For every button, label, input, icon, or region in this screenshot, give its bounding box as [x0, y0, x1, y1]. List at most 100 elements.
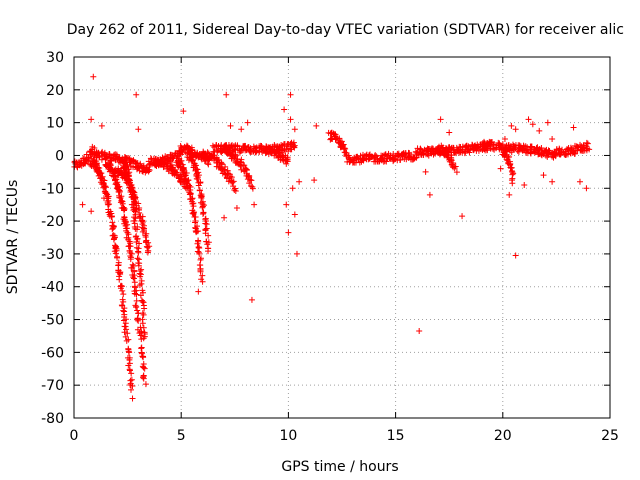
data-point	[139, 289, 146, 296]
data-point	[113, 253, 120, 260]
axis-ticks: 0 5 10 15 20 25 -80 -70 -60 -50 -40 -30 -20 -10 0 10 20 3…	[41, 50, 619, 444]
data-point	[139, 224, 146, 231]
grid-lines	[74, 57, 610, 418]
data-point	[155, 162, 162, 169]
data-point	[205, 248, 212, 255]
data-point	[199, 272, 206, 279]
data-point	[291, 126, 298, 133]
data-point	[125, 170, 132, 177]
data-point	[128, 181, 135, 188]
data-point	[572, 150, 579, 157]
data-point	[131, 208, 138, 215]
data-point	[112, 243, 119, 250]
data-point	[110, 225, 117, 232]
data-point	[287, 116, 294, 123]
data-point	[135, 262, 142, 269]
data-point	[237, 158, 244, 165]
data-point	[195, 182, 202, 189]
data-point	[126, 366, 133, 373]
data-point	[402, 150, 409, 157]
data-point	[584, 145, 591, 152]
data-point	[138, 280, 145, 287]
data-point	[278, 141, 285, 148]
data-point	[133, 297, 140, 304]
data-point	[119, 198, 126, 205]
data-point	[540, 172, 547, 179]
y-tick-label: -60	[41, 345, 64, 361]
data-point	[510, 170, 517, 177]
data-point	[195, 288, 202, 295]
data-point	[115, 261, 122, 268]
data-point	[373, 153, 380, 160]
data-point	[136, 282, 143, 289]
data-point	[99, 173, 106, 180]
data-point	[143, 230, 150, 237]
data-point	[234, 142, 241, 149]
data-point	[111, 235, 118, 242]
data-point	[283, 201, 290, 208]
data-point	[193, 229, 200, 236]
data-point	[204, 149, 211, 156]
data-point	[583, 185, 590, 192]
data-point	[145, 168, 152, 175]
data-point	[101, 195, 108, 202]
data-point	[107, 161, 114, 168]
data-point	[138, 297, 145, 304]
data-point	[439, 145, 446, 152]
data-point	[503, 148, 510, 155]
data-point	[223, 91, 230, 98]
data-point	[137, 273, 144, 280]
data-point	[126, 176, 133, 183]
data-point	[230, 178, 237, 185]
data-point	[422, 168, 429, 175]
data-point	[140, 353, 147, 360]
data-point	[141, 305, 148, 312]
data-point	[515, 148, 522, 155]
data-point	[132, 284, 139, 291]
data-point	[121, 329, 128, 336]
data-point	[122, 323, 129, 330]
data-point	[249, 185, 256, 192]
data-point	[426, 191, 433, 198]
chart-title: Day 262 of 2011, Sidereal Day-to-day VTE…	[67, 22, 624, 38]
y-tick-label: -20	[41, 214, 64, 230]
data-point	[138, 266, 145, 273]
data-point	[570, 124, 577, 131]
data-point	[105, 201, 112, 208]
data-point	[446, 129, 453, 136]
data-point	[128, 370, 135, 377]
data-point	[103, 189, 110, 196]
data-point	[194, 176, 201, 183]
data-point	[146, 243, 153, 250]
data-point	[194, 240, 201, 247]
data-point	[140, 335, 147, 342]
data-point	[102, 184, 109, 191]
data-point	[183, 170, 190, 177]
data-point	[138, 345, 145, 352]
data-point	[549, 136, 556, 143]
data-point	[287, 91, 294, 98]
data-point	[169, 164, 176, 171]
data-point	[203, 225, 210, 232]
data-point	[512, 252, 519, 259]
data-point	[508, 165, 515, 172]
data-point	[231, 145, 238, 152]
data-point	[117, 285, 124, 292]
data-point	[222, 163, 229, 170]
data-point	[293, 250, 300, 257]
data-point	[544, 119, 551, 126]
x-tick-label: 25	[601, 428, 619, 444]
data-point	[127, 243, 134, 250]
data-point	[244, 172, 251, 179]
data-point	[129, 261, 136, 268]
data-point	[410, 155, 417, 162]
x-tick-label: 10	[279, 428, 297, 444]
data-point	[199, 278, 206, 285]
data-point	[228, 174, 235, 181]
data-point	[187, 184, 194, 191]
data-point	[281, 106, 288, 113]
data-point	[200, 209, 207, 216]
data-point	[138, 217, 145, 224]
data-point	[134, 255, 141, 262]
data-point	[146, 167, 153, 174]
